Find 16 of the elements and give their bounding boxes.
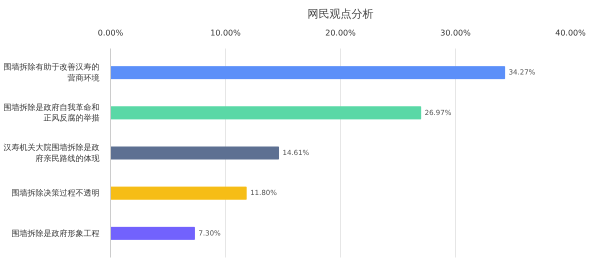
bar [110, 106, 422, 120]
y-tick-label: 围墙拆除决策过程不透明 [12, 188, 100, 198]
y-tick-label: 汉寿机关大院围墙拆除是政府亲民路线的体现 [4, 143, 100, 163]
x-tick-label: 0.00% [98, 28, 124, 38]
bar [110, 66, 506, 80]
y-tick-label: 围墙拆除是政府自我革命和正风反腐的举措 [4, 102, 100, 123]
chart-title: 网民观点分析 [308, 8, 374, 20]
x-tick-label: 30.00% [440, 28, 472, 38]
x-tick-label: 20.00% [325, 28, 356, 38]
bar [110, 226, 195, 240]
y-tick-label: 围墙拆除是政府形象工程 [12, 228, 100, 238]
x-tick-label: 10.00% [210, 28, 242, 38]
bar [110, 146, 280, 160]
x-tick-label: 40.00% [555, 28, 586, 38]
bar [110, 186, 247, 200]
y-tick-label: 围墙拆除有助于改善汉寿的营商环境 [4, 62, 100, 83]
